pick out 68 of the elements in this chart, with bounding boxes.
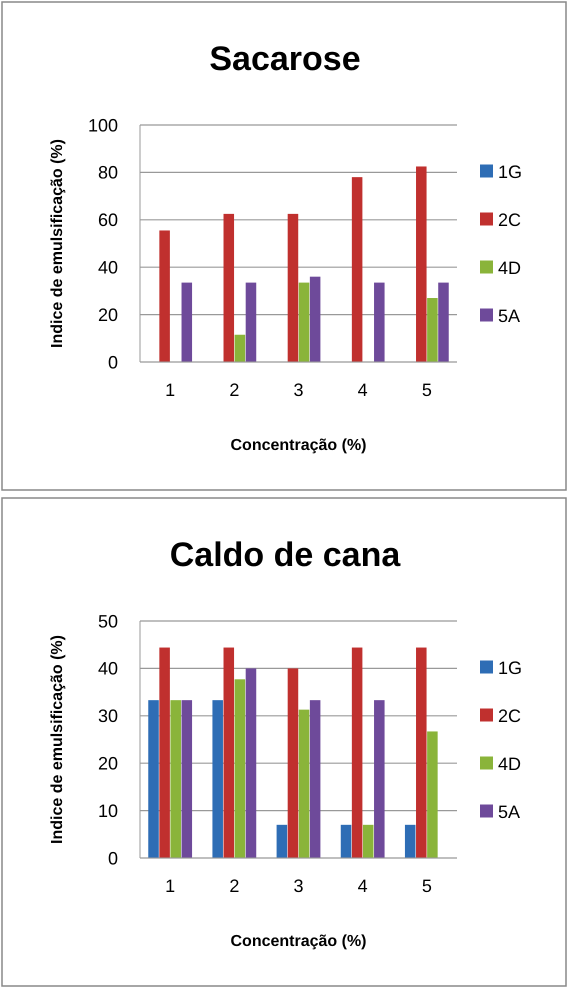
bar — [276, 824, 288, 858]
x-tick-label: 5 — [422, 380, 432, 400]
legend-label: 1G — [498, 162, 522, 182]
x-tick-label: 4 — [358, 380, 368, 400]
legend-label: 2C — [498, 210, 522, 230]
bar — [340, 824, 352, 858]
x-tick-label: 1 — [165, 380, 176, 400]
bar — [182, 700, 192, 858]
bar — [362, 824, 374, 858]
bar — [246, 282, 256, 362]
bar — [224, 648, 234, 858]
legend-label: 5A — [498, 306, 520, 326]
x-tick-label: 2 — [229, 380, 240, 400]
bar — [416, 166, 427, 362]
x-tick-label: 4 — [358, 876, 368, 896]
legend-label: 2C — [498, 706, 522, 726]
y-tick-label: 20 — [98, 754, 118, 774]
bar — [352, 177, 362, 362]
bar — [416, 648, 427, 858]
legend-label: 4D — [498, 754, 522, 774]
bar — [310, 700, 320, 858]
bar — [374, 700, 385, 858]
legend-label: 5A — [498, 802, 520, 822]
y-tick-label: 40 — [98, 258, 118, 278]
bar — [298, 282, 310, 362]
bar — [427, 298, 438, 362]
bar — [159, 230, 170, 362]
y-tick-label: 40 — [98, 658, 118, 679]
x-axis-title: Concentração (%) — [230, 933, 367, 950]
y-tick-label: 100 — [88, 115, 118, 136]
x-tick-label: 3 — [293, 380, 304, 400]
legend-label: 1G — [498, 658, 522, 678]
bar — [182, 282, 192, 362]
y-tick-label: 30 — [98, 706, 118, 726]
x-tick-label: 1 — [165, 876, 176, 896]
y-tick-label: 50 — [98, 611, 118, 632]
legend-label: 4D — [498, 258, 522, 278]
bar — [298, 710, 310, 858]
bar — [288, 668, 298, 858]
bar — [246, 668, 256, 858]
bar — [352, 648, 362, 858]
y-tick-label: 80 — [98, 162, 118, 183]
y-tick-label: 60 — [98, 210, 118, 230]
x-axis-title: Concentração (%) — [230, 437, 367, 454]
bar — [374, 282, 385, 362]
bar — [427, 731, 438, 858]
bar — [159, 648, 170, 858]
y-tick-label: 0 — [108, 848, 118, 868]
chart-title: Caldo de cana — [170, 536, 402, 574]
x-tick-label: 5 — [422, 876, 432, 896]
y-tick-label: 10 — [98, 800, 118, 821]
bar — [170, 700, 181, 858]
bar — [310, 276, 320, 362]
bar — [438, 282, 449, 362]
x-tick-label: 2 — [229, 876, 240, 896]
bar — [404, 824, 416, 858]
bar — [148, 700, 159, 858]
bar — [234, 334, 246, 362]
bar — [288, 214, 298, 362]
bar — [212, 700, 223, 858]
y-tick-label: 0 — [108, 352, 118, 372]
bar — [234, 679, 246, 858]
chart-title: Sacarose — [209, 40, 361, 78]
bar — [224, 214, 234, 362]
y-axis-title: Indice de emulsificação (%) — [49, 635, 66, 844]
y-axis-title: Indice de emulsificação (%) — [49, 139, 66, 348]
x-tick-label: 3 — [293, 876, 304, 896]
y-tick-label: 20 — [98, 304, 118, 325]
